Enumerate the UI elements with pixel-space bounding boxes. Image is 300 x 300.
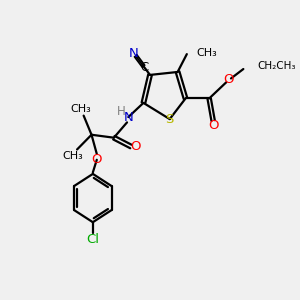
Text: S: S [166, 112, 174, 126]
Text: O: O [208, 119, 218, 132]
Text: CH₃: CH₃ [63, 151, 83, 161]
Text: O: O [130, 140, 141, 153]
Text: Cl: Cl [86, 233, 99, 246]
Text: CH₃: CH₃ [70, 104, 92, 114]
Text: CH₂CH₃: CH₂CH₃ [258, 61, 296, 71]
Text: N: N [124, 111, 133, 124]
Text: N: N [129, 46, 139, 59]
Text: O: O [92, 153, 102, 166]
Text: CH₃: CH₃ [196, 48, 217, 58]
Text: O: O [224, 73, 234, 86]
Text: C: C [140, 61, 148, 74]
Text: H: H [117, 105, 125, 118]
